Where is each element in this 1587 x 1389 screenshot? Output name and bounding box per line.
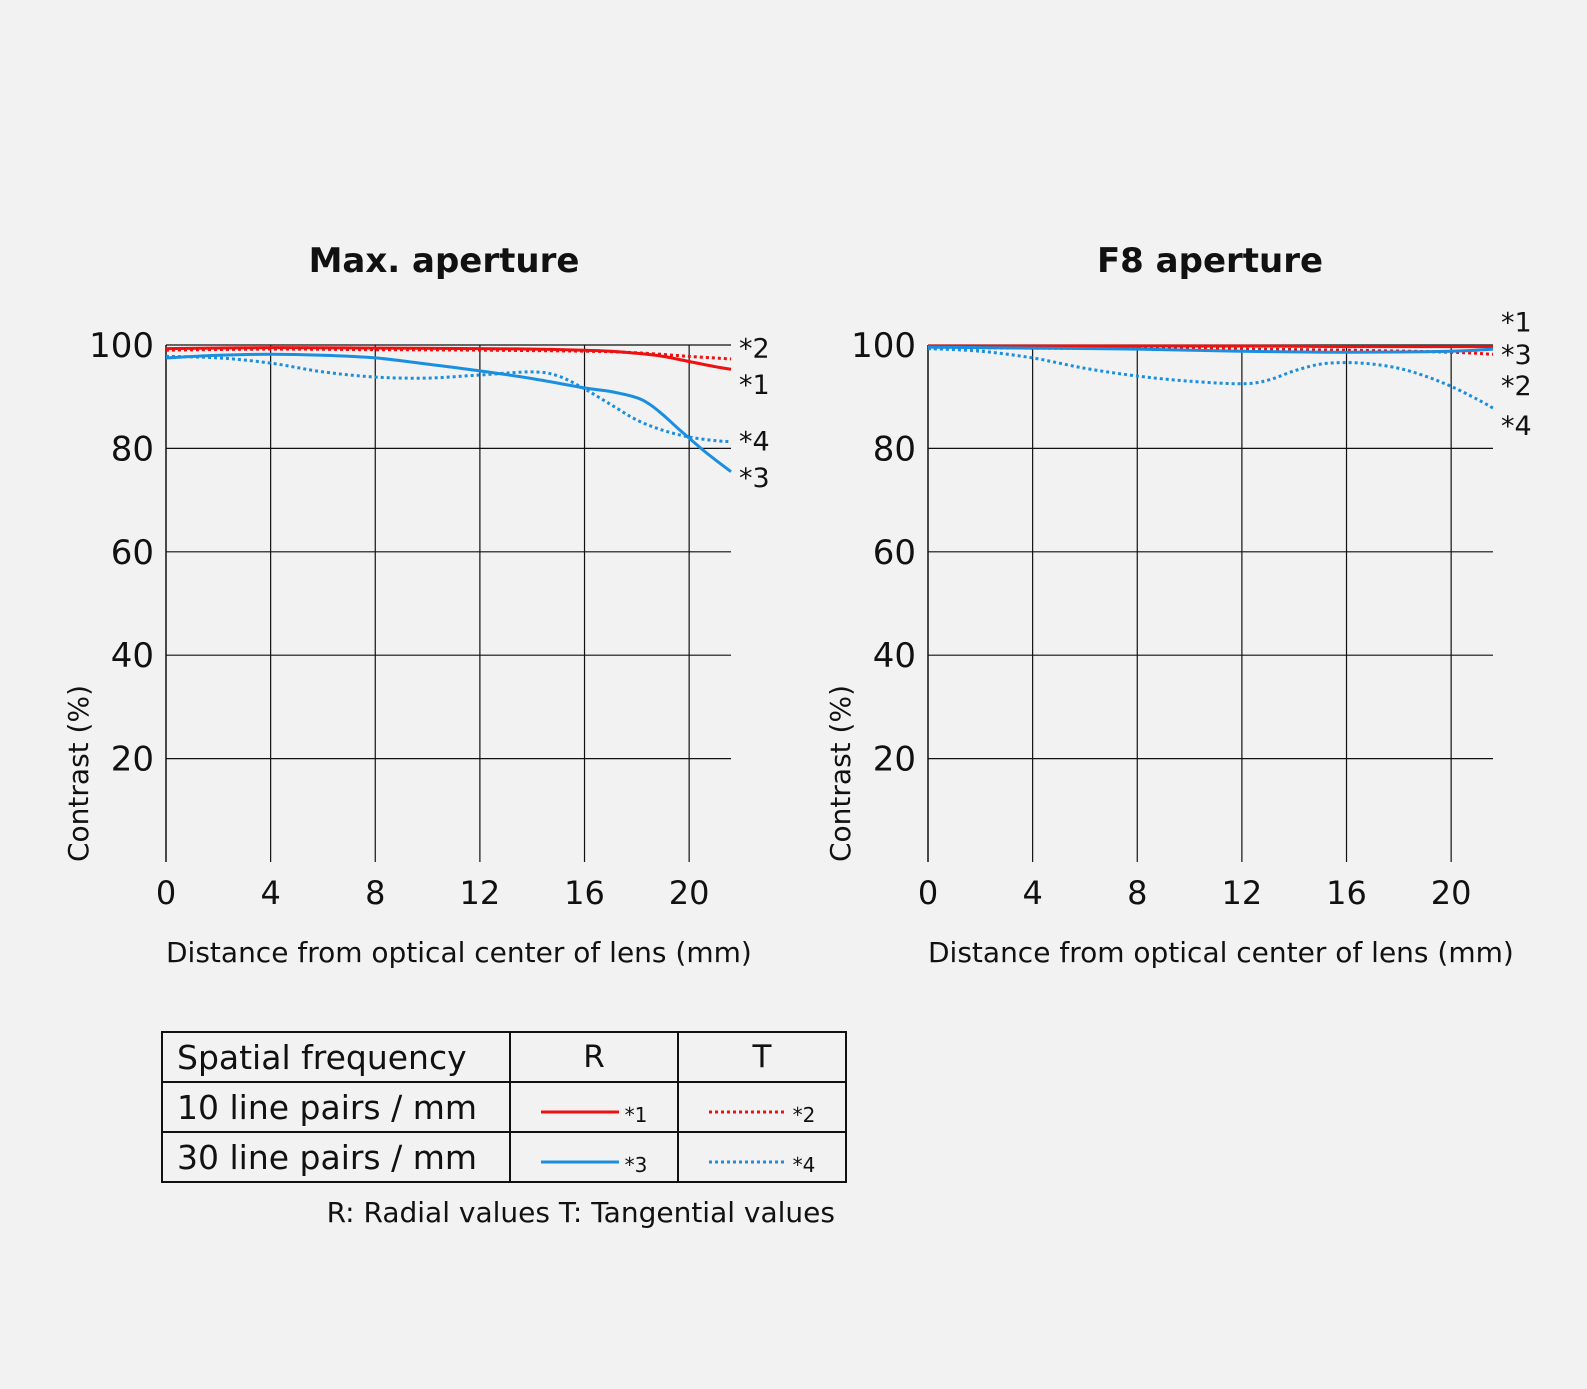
grid [165, 344, 731, 862]
x-axis-label: Distance from optical center of lens (mm… [166, 936, 752, 969]
y-tick-label: 80 [873, 429, 916, 469]
x-tick-labels: 0 4 8 12 16 20 [918, 874, 1472, 912]
y-tick-labels: 20 40 60 80 100 [851, 326, 916, 780]
x-tick-label: 20 [669, 874, 710, 912]
y-tick-label: 60 [111, 533, 154, 573]
y-axis-label: Contrast (%) [824, 685, 857, 862]
legend-row-30lp: 30 line pairs / mm *3 *4 [161, 1131, 847, 1183]
legend-line-dotted-red [708, 1110, 787, 1114]
x-tick-label: 0 [918, 874, 938, 912]
y-tick-label: 60 [873, 533, 916, 573]
y-tick-label: 20 [111, 740, 154, 780]
legend-line-solid-blue [540, 1160, 619, 1164]
y-tick-label: 100 [89, 326, 154, 366]
legend-header-frequency: Spatial frequency [161, 1031, 511, 1083]
y-tick-label: 40 [111, 636, 154, 676]
legend-mark: *4 [792, 1153, 816, 1177]
y-tick-label: 80 [111, 429, 154, 469]
x-tick-labels: 0 4 8 12 16 20 [156, 874, 710, 912]
series-line-mark2 [165, 347, 732, 361]
legend-row-label: 10 line pairs / mm [161, 1081, 511, 1133]
chart-title: F8 aperture [1097, 241, 1323, 281]
x-tick-label: 4 [260, 874, 280, 912]
legend-line-dotted-blue [708, 1160, 787, 1164]
series-line-mark4 [165, 354, 732, 444]
y-tick-label: 20 [873, 740, 916, 780]
series-end-label: *1 [1501, 308, 1532, 339]
chart-title: Max. aperture [309, 241, 580, 281]
legend-table: Spatial frequency R T 10 line pairs / mm… [161, 1031, 847, 1183]
legend-sample-cell: *2 [677, 1081, 847, 1133]
series-end-label: *3 [739, 463, 770, 494]
series-line-mark1 [928, 344, 1493, 349]
series-line-mark3 [927, 345, 1494, 354]
y-tick-label: 40 [873, 636, 916, 676]
series-group [927, 344, 1494, 410]
x-tick-label: 12 [1222, 874, 1263, 912]
series-end-label: *3 [1501, 340, 1532, 371]
series-labels: *1 *2 *3 *4 [739, 334, 770, 494]
legend-mark: *1 [624, 1103, 648, 1127]
legend-sample-cell: *4 [677, 1131, 847, 1183]
x-axis-label: Distance from optical center of lens (mm… [928, 936, 1514, 969]
series-end-label: *2 [1501, 371, 1532, 402]
x-tick-label: 16 [564, 874, 605, 912]
x-tick-label: 12 [460, 874, 501, 912]
x-tick-label: 0 [156, 874, 176, 912]
x-tick-label: 16 [1326, 874, 1367, 912]
legend-mark: *3 [624, 1153, 648, 1177]
series-line-mark3 [165, 352, 732, 473]
x-tick-label: 8 [1127, 874, 1147, 912]
x-tick-label: 4 [1022, 874, 1042, 912]
series-end-label: *4 [739, 427, 770, 458]
legend-line-solid-red [540, 1110, 619, 1114]
legend-note: R: Radial values T: Tangential values [326, 1196, 835, 1229]
series-end-label: *4 [1501, 411, 1532, 442]
y-tick-labels: 20 40 60 80 100 [89, 326, 154, 780]
x-tick-label: 8 [365, 874, 385, 912]
series-line-mark4 [927, 347, 1494, 410]
series-labels: *1 *2*3 *4 [1501, 308, 1532, 442]
legend-header-tangential: T [677, 1031, 847, 1083]
series-end-label: *1 [739, 370, 770, 401]
chart-max-aperture: Max. aperture 0 4 8 12 16 20 20 40 60 80 100 *1 *2… [62, 241, 770, 969]
x-tick-label: 20 [1431, 874, 1472, 912]
legend-header-radial: R [509, 1031, 679, 1083]
legend-sample-cell: *3 [509, 1131, 679, 1183]
legend-sample-cell: *1 [509, 1081, 679, 1133]
legend-row-10lp: 10 line pairs / mm *1 *2 [161, 1081, 847, 1133]
legend-row-label: 30 line pairs / mm [161, 1131, 511, 1183]
chart-f8-aperture: F8 aperture 0 4 8 12 16 20 20 40 60 80 100 *1 *2*3… [824, 241, 1532, 969]
y-axis-label: Contrast (%) [62, 685, 95, 862]
series-group [165, 346, 732, 473]
legend-header-row: Spatial frequency R T [161, 1031, 847, 1083]
series-end-label: *2 [739, 334, 770, 365]
legend-mark: *2 [792, 1103, 816, 1127]
y-tick-label: 100 [851, 326, 916, 366]
grid [927, 344, 1493, 862]
series-line-mark1 [165, 346, 732, 371]
